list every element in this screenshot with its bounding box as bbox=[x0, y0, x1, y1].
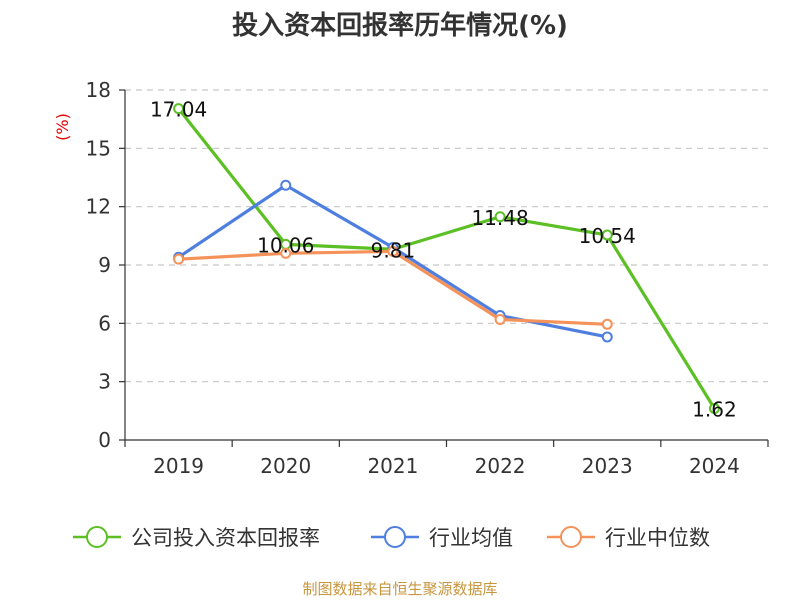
data-label: 17.04 bbox=[150, 98, 207, 122]
x-tick-label: 2024 bbox=[689, 454, 740, 478]
data-point[interactable] bbox=[601, 331, 613, 343]
legend-label: 行业中位数 bbox=[605, 526, 710, 550]
data-point[interactable] bbox=[280, 247, 292, 259]
data-label: 10.54 bbox=[579, 224, 636, 248]
data-point[interactable] bbox=[601, 229, 613, 241]
x-tick-label: 2022 bbox=[475, 454, 526, 478]
data-label: 9.81 bbox=[371, 238, 416, 262]
y-tick-label: 12 bbox=[86, 195, 111, 219]
data-point[interactable] bbox=[173, 103, 185, 115]
legend-marker-icon bbox=[384, 526, 406, 548]
data-point[interactable] bbox=[387, 245, 399, 257]
x-tick-label: 2023 bbox=[582, 454, 633, 478]
legend-item[interactable]: 公司投入资本回报率 bbox=[73, 526, 320, 550]
legend-label: 行业均值 bbox=[429, 526, 513, 550]
series-1 bbox=[173, 103, 720, 414]
source-note: 制图数据来自恒生聚源数据库 bbox=[302, 580, 497, 598]
x-tick-label: 2020 bbox=[260, 454, 311, 478]
legend-marker-icon bbox=[86, 526, 108, 548]
data-label: 10.06 bbox=[257, 233, 314, 257]
y-axis-unit-label: (%) bbox=[53, 113, 72, 141]
legend-item[interactable]: 行业均值 bbox=[371, 526, 513, 550]
y-tick-label: 3 bbox=[98, 370, 111, 394]
legend-label: 公司投入资本回报率 bbox=[131, 526, 320, 550]
x-tick-label: 2019 bbox=[153, 454, 204, 478]
legend: 公司投入资本回报率 行业均值 行业中位数 bbox=[73, 526, 710, 550]
series-lines bbox=[173, 103, 720, 414]
y-tick-label: 9 bbox=[98, 253, 111, 277]
series-line bbox=[176, 107, 717, 411]
chart-title: 投入资本回报率历年情况(%) bbox=[232, 10, 568, 41]
y-tick-label: 6 bbox=[98, 311, 111, 335]
data-labels: 17.04 10.06 9.81 11.48 10.54 1.62 bbox=[150, 98, 737, 422]
legend-item[interactable]: 行业中位数 bbox=[547, 526, 710, 550]
data-label: 11.48 bbox=[471, 206, 528, 230]
data-point[interactable] bbox=[494, 313, 506, 325]
data-point[interactable] bbox=[708, 403, 720, 414]
series-line bbox=[176, 249, 609, 326]
data-label: 1.62 bbox=[692, 398, 737, 422]
data-point[interactable] bbox=[494, 211, 506, 223]
y-tick-label: 18 bbox=[86, 78, 111, 102]
y-tick-label: 15 bbox=[86, 136, 111, 160]
data-point[interactable] bbox=[280, 179, 292, 191]
axes: 0 3 6 9 12 15 18 2019 2020 2021 2022 2023 2024 bbox=[86, 78, 769, 478]
gridlines bbox=[125, 89, 768, 383]
y-tick-label: 0 bbox=[98, 428, 111, 452]
x-tick-label: 2021 bbox=[367, 454, 418, 478]
data-point[interactable] bbox=[173, 253, 185, 265]
data-point[interactable] bbox=[601, 318, 613, 330]
legend-marker-icon bbox=[560, 526, 582, 548]
series-3 bbox=[173, 245, 613, 330]
